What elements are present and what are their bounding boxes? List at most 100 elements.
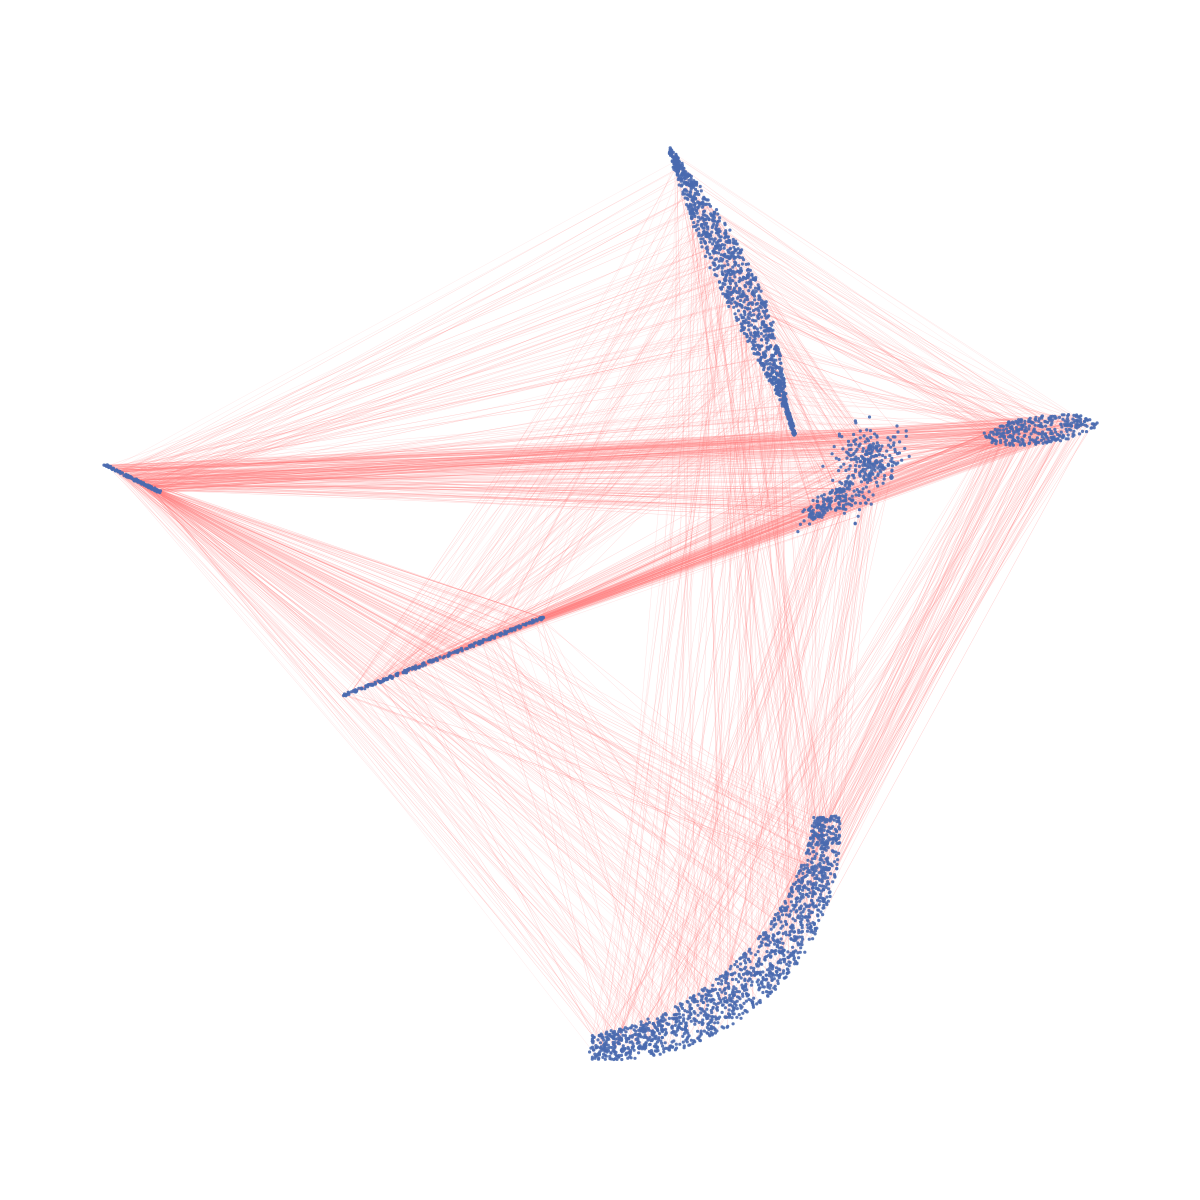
node-dot [734,960,739,964]
edge-line [894,424,1010,463]
node-dot [728,993,732,998]
node-dot [832,814,836,818]
node-dot [864,501,868,505]
node-dot [735,989,739,994]
edge-line [105,421,1025,466]
edge-line [149,485,831,494]
node-dot [823,506,827,510]
node-dot [818,899,822,903]
edge-line [133,477,876,480]
edge-line [461,470,863,649]
node-dot [637,1040,641,1045]
node-dot [751,318,755,322]
edge-line [742,464,889,997]
node-dot [693,205,697,209]
edge-line [125,474,702,997]
edge-line [492,637,779,984]
edge-line [434,659,823,842]
node-dot [815,876,819,880]
edge-line [697,469,856,1032]
node-dot [833,827,837,831]
edge-line [144,279,751,486]
edge-line [115,470,499,635]
node-dot [782,381,786,385]
node-dot [597,1053,602,1057]
node-dot [1072,433,1076,437]
edge-line [140,482,466,650]
node-dot [690,216,694,221]
edge-line [754,299,1051,417]
edge-line [726,280,733,1028]
edge-line [808,421,1047,918]
node-dot [720,1010,724,1015]
edge-line [146,486,643,1049]
edge-line [147,484,437,660]
node-dot [799,930,803,934]
node-dot [744,961,748,965]
edge-line [112,431,1074,470]
node-dot [661,1028,666,1032]
node-dot [780,946,784,950]
node-dot [789,937,793,941]
edge-line [726,503,840,979]
edge-line [134,480,840,843]
node-dot [842,511,847,515]
edge-line [777,347,799,953]
node-dot [703,986,707,990]
edge-line [150,487,843,509]
node-dot [734,977,738,982]
node-dot [657,1019,661,1023]
edge-line [639,284,726,1034]
node-dot [820,879,824,883]
edge-line [157,470,872,493]
node-dot [832,873,837,877]
node-dot [591,1039,595,1043]
edge-line [160,490,373,685]
edge-line [669,423,1094,1048]
edge-line [126,463,874,477]
node-dot [1068,423,1072,428]
node-dot [791,890,795,894]
node-dot [731,1012,735,1016]
node-dot [800,943,804,947]
edge-line [150,395,781,488]
edge-line [156,489,823,513]
node-dot [632,1028,636,1032]
edge-line [150,274,731,487]
edge-line [533,620,760,1003]
node-dot [1084,430,1089,434]
node-dot [682,1046,686,1050]
node-dot [711,1015,715,1019]
node-dot [718,216,722,220]
edge-line [658,446,877,1040]
node-dot [991,430,995,434]
edge-line [149,175,680,487]
edge-line [763,305,900,454]
node-dot [820,850,825,854]
edge-line [721,288,1000,438]
node-dot [751,309,756,313]
edge-line [797,453,870,887]
edge-line [831,433,1000,493]
node-dot [126,473,130,477]
node-dot [708,989,712,993]
node-dot [1095,421,1099,425]
edge-line [688,208,843,490]
edge-line [755,277,861,462]
node-dot [833,860,837,864]
edge-line [501,338,767,634]
node-dot [768,986,772,990]
edge-line [470,415,1068,648]
node-dot [738,957,742,961]
edge-line [863,425,1041,477]
edge-line [639,457,857,1048]
edge-line [131,449,878,479]
node-dot [688,996,692,1000]
node-dot [702,230,706,234]
node-dot [739,1016,743,1020]
edge-line [115,470,832,865]
node-dot [734,315,738,320]
edges-layer [103,151,1095,1060]
node-dot [677,183,681,187]
node-dot [730,977,735,982]
